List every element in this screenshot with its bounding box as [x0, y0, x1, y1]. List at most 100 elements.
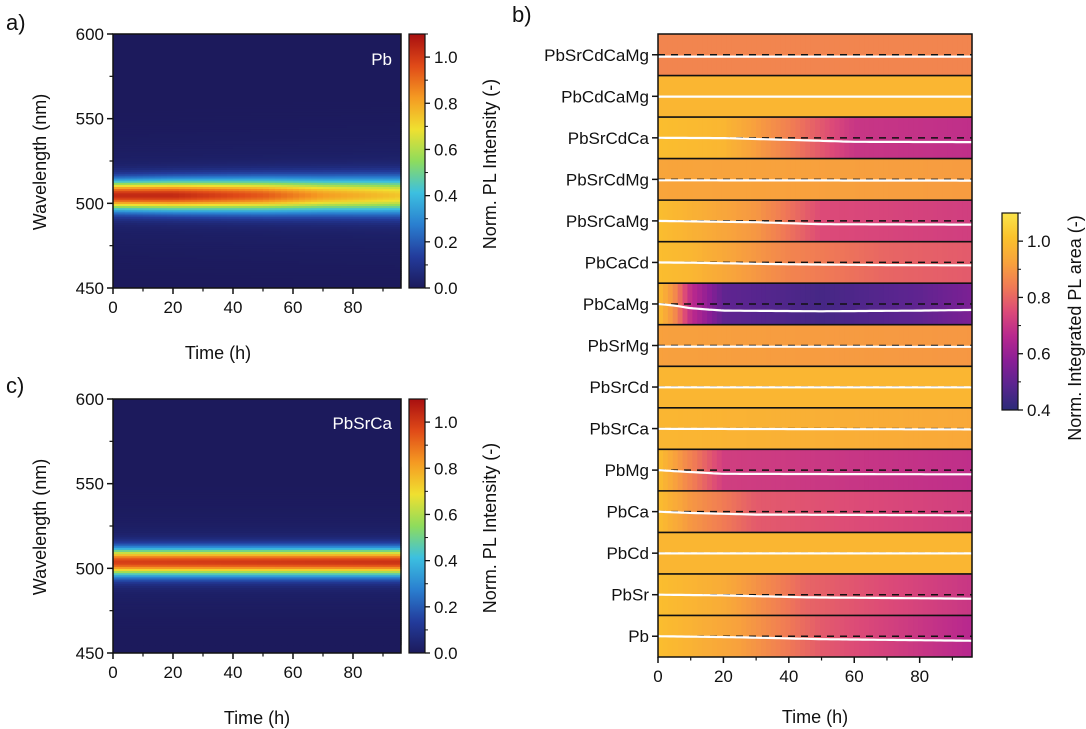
heatmap-cell [209, 226, 216, 230]
heatmap-cell [119, 135, 126, 139]
heatmap-cell [185, 194, 192, 198]
heatmap-cell [203, 252, 210, 255]
heatmap-cell [293, 252, 300, 255]
heatmap-cell [323, 201, 330, 204]
heatmap-cell [347, 158, 354, 162]
heatmap-cell [137, 606, 144, 610]
heatmap-cell [305, 275, 312, 279]
heatmap-cell [149, 481, 156, 485]
heatmap-cell [161, 150, 168, 154]
heatmap-cell [329, 105, 336, 109]
heatmap-cell [311, 224, 318, 228]
heatmap-cell [335, 116, 342, 120]
heatmap-cell [287, 118, 294, 122]
heatmap-cell [359, 108, 366, 111]
heatmap-cell [149, 530, 156, 533]
heatmap-cell [281, 252, 288, 255]
heatmap-cell [281, 262, 288, 266]
heatmap-cell [263, 182, 270, 185]
heatmap-cell [167, 256, 174, 259]
heatmap-cell [371, 209, 378, 213]
heatmap-cell [125, 557, 132, 561]
heatmap-cell [173, 629, 180, 633]
heatmap-cell [149, 199, 156, 202]
heatmap-cell [335, 264, 342, 268]
heatmap-cell [215, 201, 222, 204]
heatmap-cell [125, 150, 132, 154]
heatmap-cell [209, 218, 216, 221]
heatmap-cell [203, 110, 210, 113]
heatmap-cell [293, 150, 300, 154]
heatmap-cell [143, 254, 150, 257]
heatmap-cell [161, 640, 168, 644]
heatmap-cell [209, 213, 216, 217]
heatmap-cell [125, 163, 132, 166]
heatmap-cell [335, 169, 342, 173]
heatmap-cell [377, 218, 384, 221]
heatmap-cell [233, 144, 240, 147]
heatmap-cell [113, 220, 120, 223]
heatmap-cell [233, 230, 240, 234]
heatmap-cell [347, 224, 354, 228]
heatmap-cell [335, 173, 342, 177]
heatmap-cell [341, 108, 348, 111]
heatmap-cell [209, 247, 216, 251]
heatmap-cell [305, 163, 312, 166]
heatmap-cell [287, 194, 294, 198]
heatmap-cell [209, 239, 216, 243]
heatmap-cell [257, 256, 264, 259]
heatmap-cell [257, 152, 264, 156]
heatmap-cell [209, 167, 216, 171]
heatmap-cell [137, 636, 144, 639]
heatmap-cell [305, 232, 312, 236]
heatmap-cell [347, 254, 354, 257]
heatmap-cell [155, 114, 162, 118]
heatmap-cell [395, 252, 402, 255]
heatmap-cell [173, 247, 180, 251]
heatmap-cell [167, 621, 174, 624]
heatmap-cell [185, 163, 192, 166]
heatmap-cell [131, 101, 138, 105]
heatmap-cell [329, 207, 336, 211]
heatmap-cell [353, 235, 360, 238]
heatmap-cell [359, 180, 366, 183]
heatmap-cell [287, 169, 294, 173]
heatmap-cell [125, 595, 132, 599]
heatmap-cell [263, 232, 270, 236]
heatmap-cell [125, 627, 132, 631]
heatmap-cell [113, 273, 120, 276]
heatmap-cell [161, 551, 168, 555]
heatmap-cell [389, 118, 396, 122]
heatmap-cell [371, 163, 378, 166]
heatmap-cell [149, 108, 156, 111]
heatmap-cell [269, 135, 276, 139]
heatmap-cell [113, 150, 120, 154]
heatmap-cell [125, 578, 132, 582]
heatmap-cell [335, 163, 342, 166]
heatmap-cell [251, 268, 258, 272]
heatmap-cell [209, 252, 216, 255]
heatmap-cell [317, 199, 324, 202]
heatmap-cell [191, 264, 198, 268]
heatmap-cell [173, 595, 180, 599]
heatmap-cell [275, 201, 282, 204]
heatmap-cell [155, 196, 162, 200]
heatmap-cell [143, 171, 150, 175]
heatmap-cell [173, 528, 180, 531]
heatmap-cell [143, 608, 150, 612]
heatmap-cell [245, 232, 252, 236]
heatmap-cell [155, 557, 162, 561]
heatmap-cell [215, 228, 222, 232]
heatmap-cell [335, 150, 342, 154]
heatmap-cell [341, 139, 348, 143]
heatmap-cell [299, 252, 306, 255]
heatmap-cell [359, 139, 366, 143]
heatmap-cell [353, 152, 360, 156]
heatmap-cell [299, 188, 306, 192]
heatmap-cell [125, 572, 132, 576]
heatmap-cell [143, 249, 150, 253]
heatmap-cell [113, 264, 120, 268]
heatmap-cell [335, 209, 342, 213]
heatmap-cell [335, 182, 342, 185]
heatmap-cell [137, 110, 144, 113]
